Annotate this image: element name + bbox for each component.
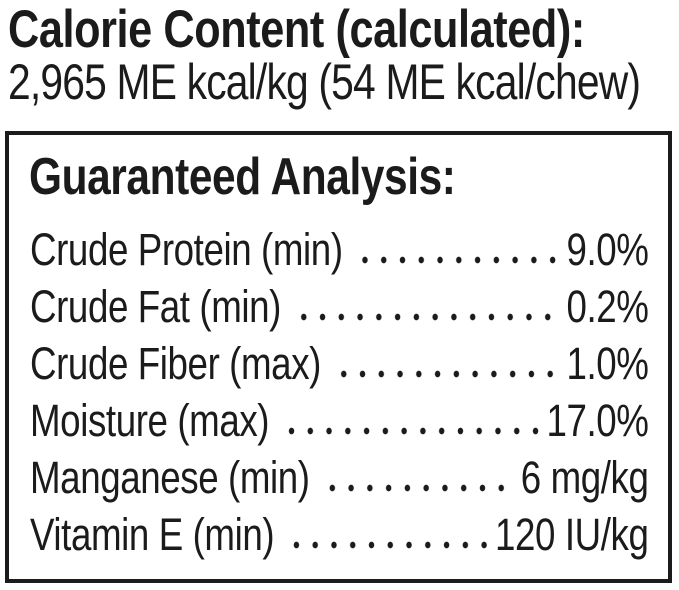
dot-leader [330,330,562,387]
row-label: Crude Protein (min) [30,223,343,275]
row-value: 6 mg/kg [520,451,649,503]
calorie-content-title: Calorie Content (calculated): [8,0,585,59]
dot-leader [278,387,542,444]
dot-leader [352,216,562,273]
analysis-rows: Crude Protein (min) 9.0% Crude Fat (min)… [30,216,649,558]
analysis-row-vitamin-e: Vitamin E (min) 120 IU/kg [30,501,649,558]
guaranteed-analysis-box: Guaranteed Analysis: Crude Protein (min)… [5,131,672,583]
guaranteed-analysis-title: Guaranteed Analysis: [29,148,456,206]
row-value: 9.0% [566,223,649,275]
row-label: Moisture (max) [30,394,270,446]
dot-leader [283,501,491,558]
dot-leader [290,273,562,330]
row-value: 17.0% [546,394,649,446]
dot-leader [319,444,516,501]
row-value: 1.0% [566,337,649,389]
analysis-row-crude-protein: Crude Protein (min) 9.0% [30,216,649,273]
analysis-row-moisture: Moisture (max) 17.0% [30,387,649,444]
row-value: 120 IU/kg [495,508,649,560]
row-label: Crude Fat (min) [30,280,281,332]
analysis-row-crude-fiber: Crude Fiber (max) 1.0% [30,330,649,387]
calorie-section: Calorie Content (calculated): 2,965 ME k… [8,0,677,110]
row-label: Crude Fiber (max) [30,337,321,389]
row-label: Vitamin E (min) [30,508,275,560]
analysis-row-crude-fat: Crude Fat (min) 0.2% [30,273,649,330]
row-label: Manganese (min) [30,451,310,503]
calorie-content-value: 2,965 ME kcal/kg (54 ME kcal/chew) [8,54,641,110]
analysis-row-manganese: Manganese (min) 6 mg/kg [30,444,649,501]
row-value: 0.2% [566,280,649,332]
